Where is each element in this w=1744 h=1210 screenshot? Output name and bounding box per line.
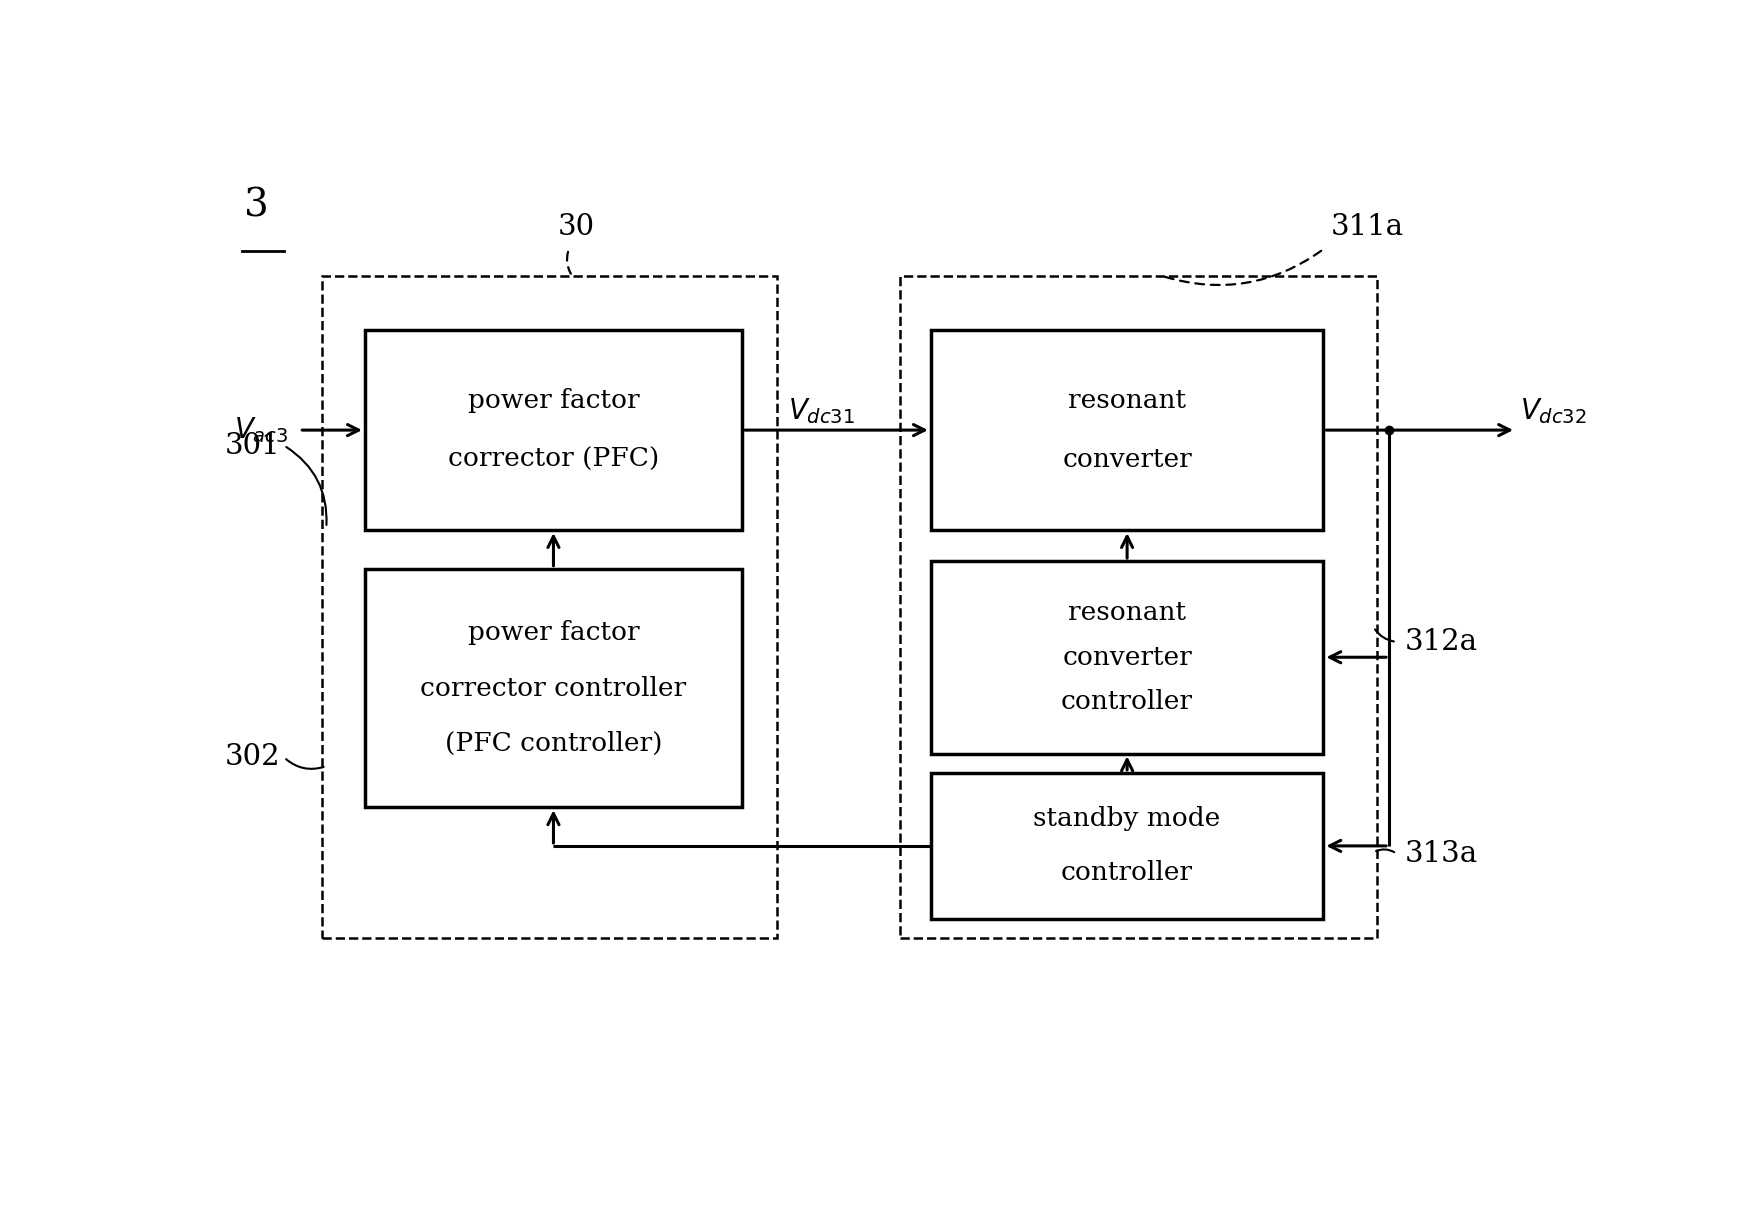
Bar [931,773,1324,920]
Text: 301: 301 [225,432,281,460]
Text: standby mode: standby mode [1034,806,1221,831]
Bar [931,561,1324,754]
Text: power factor: power factor [467,620,640,645]
Bar [364,330,743,530]
Text: power factor: power factor [467,388,640,414]
Text: 313a: 313a [1404,840,1477,868]
Text: resonant: resonant [1067,388,1186,414]
Bar [323,276,776,938]
Text: 302: 302 [225,743,281,771]
Text: 3: 3 [244,188,269,225]
Text: corrector controller: corrector controller [420,675,687,701]
Text: (PFC controller): (PFC controller) [445,731,663,756]
Bar [364,569,743,807]
Text: converter: converter [1062,446,1191,472]
Bar [931,330,1324,530]
Text: controller: controller [1060,690,1193,714]
Text: 312a: 312a [1404,628,1477,656]
Text: 311a: 311a [1331,213,1404,242]
Bar [900,276,1378,938]
Text: resonant: resonant [1067,600,1186,626]
Text: $\mathit{V}_{ac3}$: $\mathit{V}_{ac3}$ [234,415,288,445]
Text: corrector (PFC): corrector (PFC) [448,446,659,472]
Text: controller: controller [1060,860,1193,886]
Text: converter: converter [1062,645,1191,670]
Text: 30: 30 [558,213,595,242]
Text: $\mathit{V}_{dc32}$: $\mathit{V}_{dc32}$ [1519,397,1587,426]
Text: $\mathit{V}_{dc31}$: $\mathit{V}_{dc31}$ [788,397,855,426]
